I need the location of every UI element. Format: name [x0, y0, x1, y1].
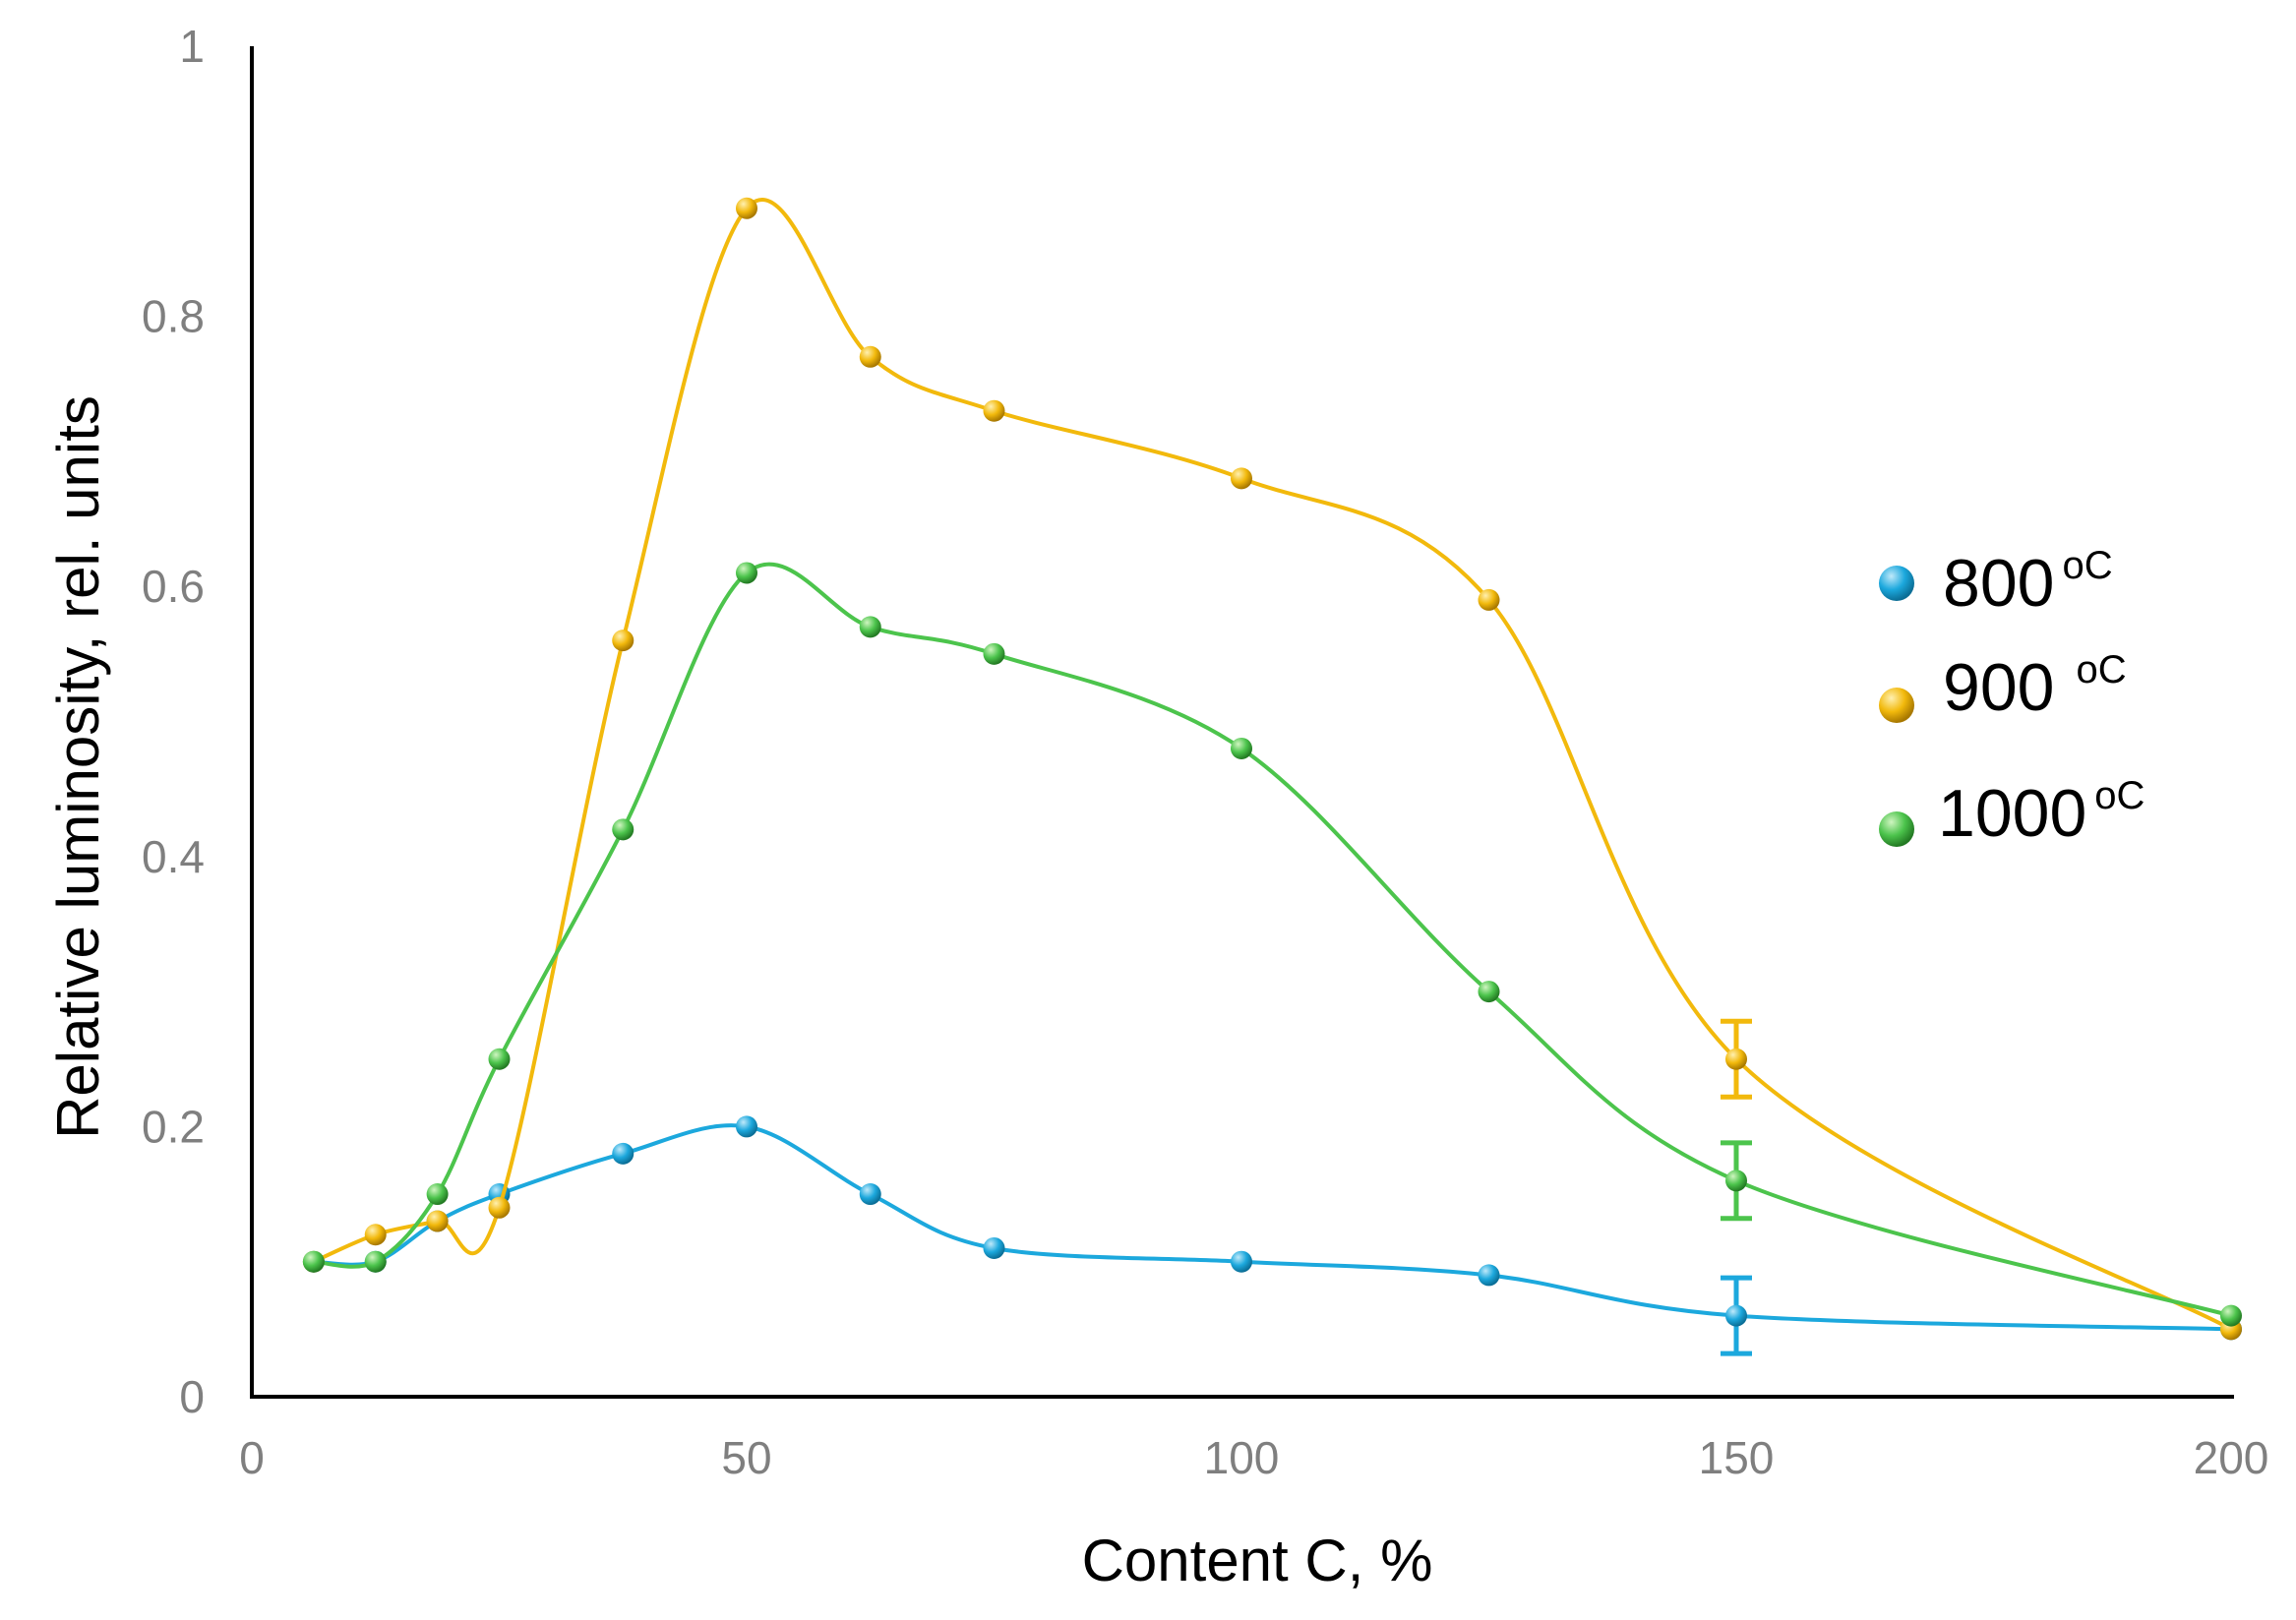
data-point-800[interactable] [983, 1236, 1005, 1259]
y-tick-label: 0.2 [142, 1101, 205, 1152]
tick-labels: 0 50 100 150 200 0 0.2 0.4 0.6 0.8 1 [142, 21, 2268, 1483]
y-tick-label: 0 [179, 1371, 205, 1422]
data-point-1000[interactable] [364, 1250, 387, 1273]
x-tick-label: 100 [1204, 1432, 1280, 1483]
legend-label-1000: 1000 oC [1938, 774, 2145, 851]
legend-label-800: 800 oC [1943, 544, 2113, 621]
legend-marker-800 [1879, 566, 1914, 601]
data-point-800[interactable] [1725, 1304, 1747, 1327]
y-tick-label: 0.4 [142, 831, 205, 882]
data-point-800[interactable] [859, 1183, 881, 1206]
x-axis-title: Content C, % [1082, 1528, 1433, 1593]
legend: 800 oC 900 oC 1000 oC [1879, 544, 2145, 851]
data-point-900[interactable] [426, 1210, 449, 1232]
data-point-900[interactable] [859, 345, 881, 368]
axes [250, 46, 2234, 1399]
legend-label-900: 900 oC [1943, 648, 2127, 725]
data-point-1000[interactable] [2220, 1304, 2242, 1327]
data-point-900[interactable] [1478, 588, 1500, 611]
series-1000 [302, 562, 2242, 1327]
y-tick-label: 1 [179, 21, 205, 72]
data-point-1000[interactable] [612, 818, 634, 841]
series-800 [302, 1115, 2242, 1356]
x-tick-label: 0 [239, 1432, 265, 1483]
data-point-900[interactable] [364, 1224, 387, 1246]
data-point-800[interactable] [1478, 1264, 1500, 1287]
data-point-900[interactable] [1725, 1048, 1747, 1070]
data-point-1000[interactable] [302, 1250, 325, 1273]
x-tick-label: 200 [2194, 1432, 2269, 1483]
data-point-1000[interactable] [488, 1048, 511, 1070]
legend-entry-1000[interactable]: 1000 oC [1879, 774, 2145, 851]
data-point-1000[interactable] [983, 642, 1005, 665]
y-tick-label: 0.6 [142, 561, 205, 612]
data-point-900[interactable] [983, 399, 1005, 422]
data-point-900[interactable] [488, 1196, 511, 1219]
data-point-1000[interactable] [859, 616, 881, 638]
legend-marker-900 [1879, 688, 1914, 723]
y-tick-label: 0.8 [142, 291, 205, 342]
x-tick-label: 50 [721, 1432, 771, 1483]
legend-entry-900[interactable]: 900 oC [1879, 648, 2127, 725]
data-point-1000[interactable] [1231, 737, 1252, 759]
series-line-800 [313, 1123, 2232, 1332]
data-point-1000[interactable] [1725, 1170, 1747, 1192]
y-axis-title: Relative luminosity, rel. units [45, 395, 111, 1139]
data-point-900[interactable] [736, 197, 757, 219]
legend-marker-1000 [1879, 811, 1914, 847]
data-point-1000[interactable] [1478, 981, 1500, 1003]
data-point-800[interactable] [612, 1142, 634, 1165]
x-tick-label: 150 [1699, 1432, 1775, 1483]
data-point-900[interactable] [612, 630, 634, 652]
legend-entry-800[interactable]: 800 oC [1879, 544, 2113, 621]
series-line-1000 [313, 562, 2232, 1318]
series-900 [302, 197, 2242, 1341]
data-point-800[interactable] [736, 1115, 757, 1138]
data-point-1000[interactable] [426, 1183, 449, 1206]
data-point-800[interactable] [1231, 1250, 1252, 1273]
data-point-900[interactable] [1231, 467, 1252, 490]
series-layer [302, 197, 2242, 1356]
data-point-1000[interactable] [736, 562, 757, 584]
